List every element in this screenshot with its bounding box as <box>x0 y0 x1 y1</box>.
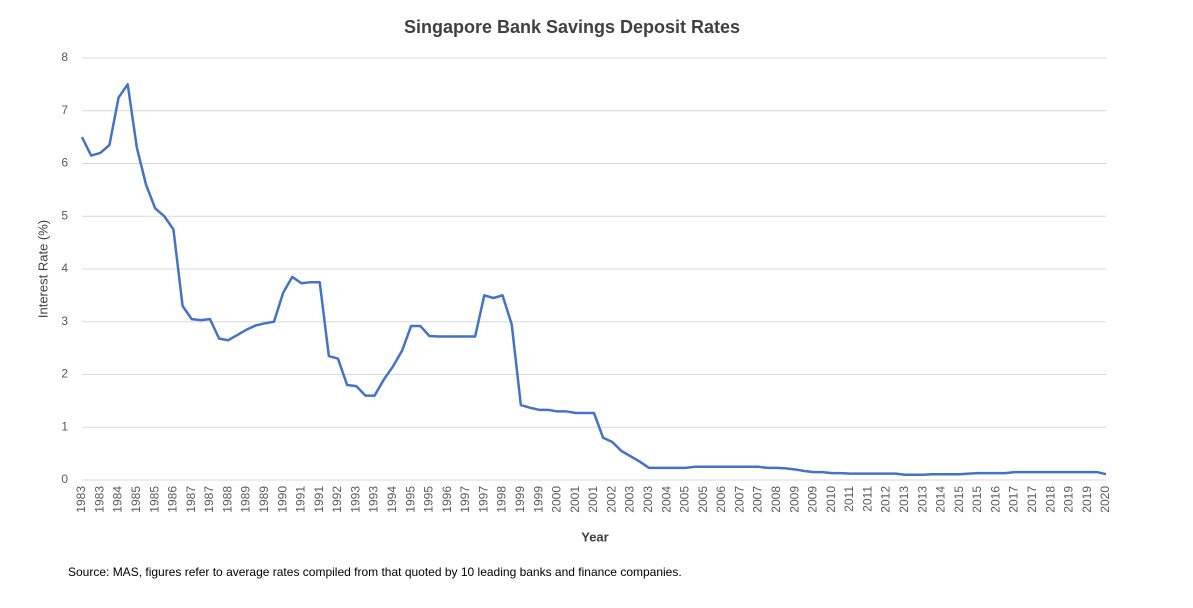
x-tick-label: 2010 <box>824 486 838 513</box>
x-tick-label: 2002 <box>604 486 618 513</box>
x-tick-label: 2012 <box>879 486 893 513</box>
x-tick-label: 1983 <box>74 486 88 513</box>
x-tick-label: 1994 <box>385 486 399 513</box>
x-tick-label: 2011 <box>842 486 856 512</box>
x-tick-label: 2019 <box>1080 486 1094 513</box>
y-tick-label: 4 <box>61 261 68 275</box>
x-tick-label: 1992 <box>330 486 344 513</box>
x-tick-label: 1995 <box>422 486 436 513</box>
x-tick-label: 2013 <box>897 486 911 513</box>
y-tick-label: 3 <box>61 314 68 328</box>
x-tick-label: 2019 <box>1062 486 1076 513</box>
x-tick-label: 2015 <box>970 486 984 513</box>
x-tick-label: 2009 <box>806 486 820 513</box>
x-tick-label: 1987 <box>202 486 216 513</box>
x-tick-label: 1985 <box>129 486 143 513</box>
x-tick-label: 1988 <box>220 486 234 513</box>
x-tick-label: 2008 <box>769 486 783 513</box>
x-axis-title: Year <box>581 529 608 544</box>
x-tick-label: 2000 <box>550 486 564 513</box>
y-tick-label: 2 <box>61 367 68 381</box>
x-tick-label: 2007 <box>751 486 765 513</box>
x-tick-label: 1999 <box>513 486 527 513</box>
x-tick-label: 1989 <box>257 486 271 513</box>
y-tick-label: 6 <box>61 156 68 170</box>
x-tick-label: 2005 <box>678 486 692 513</box>
x-tick-label: 1993 <box>367 486 381 513</box>
y-tick-label: 0 <box>61 472 68 486</box>
y-tick-label: 8 <box>61 50 68 64</box>
x-tick-label: 2016 <box>988 486 1002 513</box>
x-tick-label: 1996 <box>440 486 454 513</box>
y-tick-label: 7 <box>61 103 68 117</box>
x-tick-label: 1986 <box>166 486 180 513</box>
x-tick-label: 2017 <box>1025 486 1039 513</box>
chart-title: Singapore Bank Savings Deposit Rates <box>404 17 740 37</box>
x-tick-label: 1997 <box>458 486 472 513</box>
y-tick-label: 5 <box>61 208 68 222</box>
x-tick-label: 1993 <box>348 486 362 513</box>
x-tick-label: 2009 <box>787 486 801 513</box>
y-tick-label: 1 <box>61 419 68 433</box>
data-line <box>80 83 1107 476</box>
x-tick-label: 2001 <box>586 486 600 513</box>
x-tick-label: 2004 <box>659 486 673 513</box>
x-tick-label: 2005 <box>696 486 710 513</box>
x-tick-label: 1995 <box>403 486 417 513</box>
source-note: Source: MAS, figures refer to average ra… <box>68 565 682 579</box>
x-tick-label: 1987 <box>184 486 198 513</box>
x-tick-label: 2015 <box>952 486 966 513</box>
x-tick-label: 1984 <box>111 486 125 513</box>
x-tick-label: 1998 <box>495 486 509 513</box>
x-tick-label: 2003 <box>641 486 655 513</box>
x-tick-label: 2020 <box>1098 486 1112 513</box>
x-tick-label: 1999 <box>531 486 545 513</box>
x-tick-label: 2011 <box>860 486 874 512</box>
x-tick-label: 1985 <box>147 486 161 513</box>
x-tick-label: 2003 <box>623 486 637 513</box>
x-tick-label: 2014 <box>934 486 948 513</box>
x-tick-label: 1991 <box>312 486 326 513</box>
x-tick-label: 1997 <box>476 486 490 513</box>
x-tick-label: 1989 <box>239 486 253 513</box>
x-tick-label: 2018 <box>1043 486 1057 513</box>
x-tick-label: 1990 <box>275 486 289 513</box>
x-tick-label: 2006 <box>714 486 728 513</box>
x-tick-label: 2017 <box>1007 486 1021 513</box>
x-tick-label: 2013 <box>915 486 929 513</box>
x-tick-label: 1991 <box>294 486 308 513</box>
y-axis-title: Interest Rate (%) <box>35 220 50 318</box>
x-tick-label: 1983 <box>92 486 106 513</box>
x-tick-label: 2001 <box>568 486 582 513</box>
x-tick-label: 2007 <box>732 486 746 513</box>
